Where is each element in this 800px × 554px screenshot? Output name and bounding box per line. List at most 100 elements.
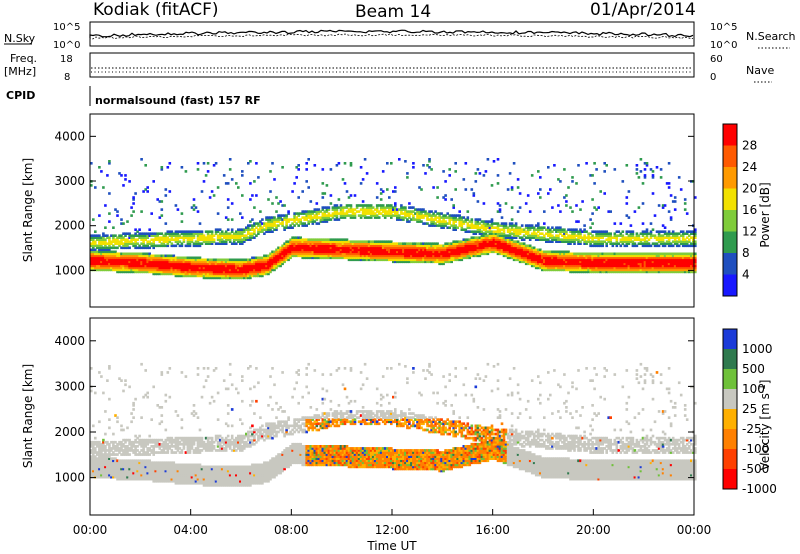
power-cell xyxy=(134,256,137,260)
power-cell xyxy=(537,250,540,254)
power-cell xyxy=(597,234,600,237)
power-cell xyxy=(631,254,635,258)
power-cell xyxy=(480,232,484,235)
power-cell xyxy=(150,256,153,260)
power-cell xyxy=(108,248,111,252)
power-cell xyxy=(206,264,210,268)
cpid-label: CPID xyxy=(6,89,35,102)
power-cell xyxy=(355,210,359,213)
power-cell xyxy=(259,268,262,272)
power-cell xyxy=(663,262,667,266)
power-cell xyxy=(482,226,486,229)
power-cell xyxy=(617,234,621,237)
power-cell xyxy=(136,256,139,260)
power-cell xyxy=(502,252,506,256)
power-cell xyxy=(446,248,449,252)
power-cell xyxy=(375,254,379,258)
power-cell xyxy=(339,216,343,219)
power-cell xyxy=(182,260,186,264)
power-cell xyxy=(202,272,206,276)
power-cell xyxy=(212,262,216,266)
power-cell xyxy=(404,250,407,254)
power-cell xyxy=(659,262,663,266)
power-cell xyxy=(305,240,308,243)
power-cell xyxy=(116,210,119,213)
power-cell xyxy=(373,246,377,250)
power-cell xyxy=(430,214,433,217)
power-cell xyxy=(408,210,411,213)
power-cell xyxy=(456,250,459,254)
power-cell xyxy=(357,250,361,254)
power-cell xyxy=(665,262,669,266)
power-cell xyxy=(394,210,397,213)
power-cell xyxy=(498,248,502,252)
power-cell xyxy=(619,256,623,260)
power-cell xyxy=(545,238,548,241)
power-cell xyxy=(168,256,172,260)
power-cell xyxy=(359,254,363,258)
power-cell xyxy=(108,256,111,260)
power-cell xyxy=(220,238,224,241)
power-cell xyxy=(202,240,206,243)
power-cell xyxy=(230,262,234,266)
power-cell xyxy=(641,182,645,185)
power-cell xyxy=(226,272,230,276)
power-cell xyxy=(120,260,123,264)
power-cell xyxy=(440,220,443,223)
power-cell xyxy=(293,242,296,245)
power-cell xyxy=(355,246,359,250)
power-cell xyxy=(502,226,506,229)
power-cell xyxy=(263,256,266,260)
power-cell xyxy=(158,256,162,260)
power-cell xyxy=(553,252,556,256)
power-cell xyxy=(655,254,659,258)
power-cell xyxy=(452,226,455,229)
power-cell xyxy=(496,224,500,227)
power-cell xyxy=(148,256,151,260)
power-cell xyxy=(589,266,592,270)
power-cell xyxy=(474,236,478,239)
power-cell xyxy=(631,232,635,235)
power-cell xyxy=(208,262,212,266)
power-cell xyxy=(206,262,210,266)
power-cell xyxy=(551,262,554,266)
power-cell xyxy=(220,268,224,272)
power-cell xyxy=(633,238,637,241)
power-cell xyxy=(265,262,268,266)
power-cell xyxy=(146,254,149,258)
power-cell xyxy=(230,260,234,264)
power-cell xyxy=(414,254,417,258)
power-cell xyxy=(484,252,488,256)
power-cell xyxy=(394,260,397,264)
power-cell xyxy=(631,240,635,243)
power-cell xyxy=(235,276,238,280)
power-cell xyxy=(502,234,506,237)
power-cell xyxy=(315,252,319,256)
power-cell xyxy=(508,254,512,258)
power-cell xyxy=(408,242,411,245)
power-cell xyxy=(168,268,172,272)
power-cell xyxy=(94,264,97,268)
power-cell xyxy=(357,214,361,217)
power-cell xyxy=(367,240,371,243)
power-cell xyxy=(162,260,166,264)
power-cell xyxy=(555,266,558,270)
power-cell xyxy=(543,222,546,225)
power-cell xyxy=(237,270,240,274)
power-cell xyxy=(361,244,365,248)
power-cell xyxy=(100,248,103,252)
power-cell xyxy=(629,256,633,260)
power-cell xyxy=(176,258,180,262)
power-cell xyxy=(446,244,449,248)
power-cell xyxy=(96,254,99,258)
power-cell xyxy=(454,252,457,256)
power-cell xyxy=(194,274,198,278)
power-cell xyxy=(365,204,369,207)
power-cell xyxy=(102,266,105,270)
power-cell xyxy=(152,272,155,276)
power-cell xyxy=(156,244,159,248)
power-cell xyxy=(476,244,480,248)
power-cell xyxy=(577,256,580,260)
power-cell xyxy=(651,262,655,266)
power-cell xyxy=(464,244,468,248)
